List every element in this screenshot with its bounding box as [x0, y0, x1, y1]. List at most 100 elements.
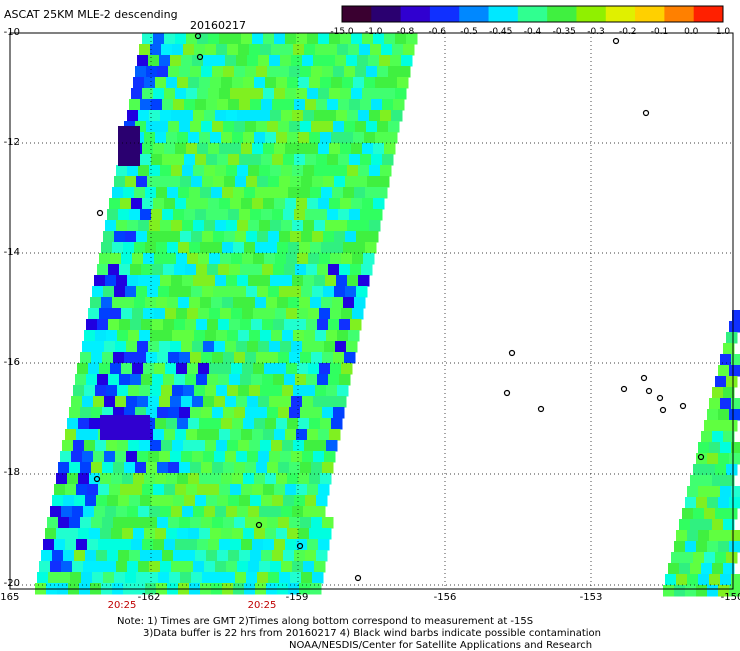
swath-cell [287, 528, 299, 540]
swath-cell [250, 550, 262, 562]
swath-cell [259, 165, 271, 177]
swath-cell [157, 121, 169, 133]
swath-cell [346, 55, 358, 67]
swath-cell [294, 99, 306, 111]
swath-cell [190, 462, 202, 474]
swath-cell [231, 253, 243, 265]
swath-cell [322, 121, 334, 133]
swath-cell [228, 550, 240, 562]
swath-cell [63, 495, 75, 507]
swath-cell [126, 396, 138, 408]
swath-cell [693, 552, 705, 564]
swath-cell [175, 539, 187, 551]
swath-cell [281, 110, 293, 122]
swath-cell [289, 121, 301, 133]
swath-cell [232, 473, 244, 485]
swath-cell [137, 451, 149, 463]
swath-cell [175, 484, 187, 496]
swath-cell [707, 585, 719, 597]
swath-cell [698, 486, 710, 498]
swath-cell [274, 143, 286, 155]
swath-cell [119, 374, 131, 386]
swath-cell [227, 385, 239, 397]
swath-cell [146, 407, 158, 419]
swath-cell [312, 286, 324, 298]
colorbar-segment [459, 6, 490, 22]
swath-cell [676, 574, 688, 586]
swath-cell [304, 44, 316, 56]
swath-cell [138, 506, 150, 518]
swath-cell [151, 495, 163, 507]
swath-cell [324, 396, 336, 408]
swath-cell [193, 561, 205, 573]
swath-cell [182, 110, 194, 122]
swath-cell [285, 429, 297, 441]
swath-cell [163, 374, 175, 386]
swath-cell [194, 330, 206, 342]
swath-cell [47, 517, 59, 529]
swath-cell [247, 341, 259, 353]
swath-cell [126, 451, 138, 463]
swath-cell [315, 330, 327, 342]
swath-cell [191, 176, 203, 188]
swath-cell [679, 519, 691, 531]
swath-cell [359, 44, 371, 56]
swath-cell [186, 143, 198, 155]
swath-cell [180, 176, 192, 188]
swath-cell [257, 231, 269, 243]
swath-cell [290, 176, 302, 188]
swath-cell [245, 517, 257, 529]
swath-cell [157, 66, 169, 78]
swath-cell [227, 330, 239, 342]
swath-cell [179, 66, 191, 78]
swath-cell [344, 352, 356, 364]
swath-cell [122, 473, 134, 485]
swath-cell [231, 363, 243, 375]
swath-cell [294, 209, 306, 221]
swath-cell [358, 275, 370, 287]
swath-cell [73, 385, 85, 397]
swath-cell [256, 407, 268, 419]
swath-cell [134, 187, 146, 199]
swath-cell [720, 398, 732, 410]
swath-cell [102, 407, 114, 419]
swath-cell [182, 506, 194, 518]
swath-cell [332, 297, 344, 309]
island-outline [679, 402, 687, 410]
island-outline [620, 385, 628, 393]
swath-cell [234, 121, 246, 133]
swath-cell [380, 165, 392, 177]
swath-cell [194, 440, 206, 452]
swath-cell [149, 506, 161, 518]
swath-cell [138, 275, 150, 287]
island-outline [642, 109, 650, 117]
swath-cell [173, 209, 185, 221]
swath-cell [253, 363, 265, 375]
swath-cell [177, 77, 189, 89]
swath-cell [96, 550, 108, 562]
swath-cell [342, 132, 354, 144]
swath-cell [302, 55, 314, 67]
swath-cell [283, 495, 295, 507]
swath-cell [208, 539, 220, 551]
swath-cell [58, 462, 70, 474]
swath-cell [318, 33, 330, 45]
swath-cell [325, 165, 337, 177]
swath-cell [115, 451, 127, 463]
swath-cell [177, 132, 189, 144]
swath-cell [233, 187, 245, 199]
swath-cell [177, 473, 189, 485]
swath-cell [150, 440, 162, 452]
swath-cell [148, 55, 160, 67]
swath-cell [296, 429, 308, 441]
swath-cell [327, 99, 339, 111]
swath-cell [701, 563, 713, 575]
swath-cell [76, 484, 88, 496]
swath-cell [729, 321, 740, 333]
swath-cell [167, 187, 179, 199]
colorbar-tick-label: -0.1 [650, 27, 669, 37]
swath-cell [176, 308, 188, 320]
swath-cell [307, 143, 319, 155]
swath-cell [704, 464, 716, 476]
swath-cell [310, 242, 322, 254]
